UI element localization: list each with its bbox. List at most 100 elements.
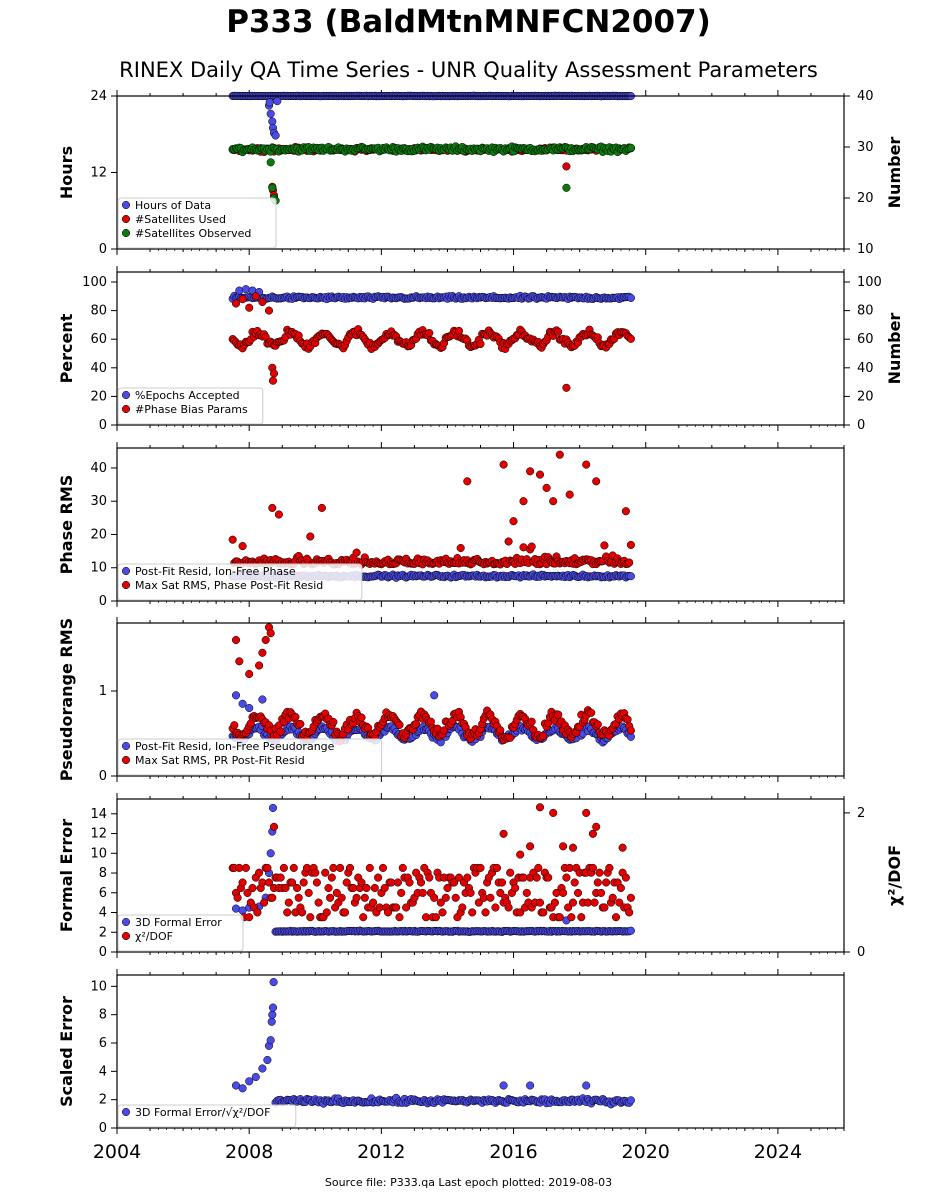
y-tick-label: 10	[90, 561, 107, 576]
data-point	[392, 903, 401, 912]
data-point	[245, 1077, 254, 1086]
y-tick-label: 12	[90, 166, 107, 181]
data-point	[454, 873, 464, 882]
data-point	[269, 978, 278, 987]
data-point	[559, 842, 568, 851]
data-point	[233, 893, 242, 902]
y-tick-label: 8	[99, 866, 107, 881]
data-point	[582, 808, 591, 817]
legend-marker	[121, 931, 131, 941]
data-point	[605, 863, 614, 872]
data-point	[496, 726, 505, 735]
data-point	[288, 878, 297, 887]
legend-label: #Phase Bias Params	[135, 403, 248, 416]
data-point	[321, 868, 330, 877]
y-right-axis-label: χ²/DOF	[885, 845, 904, 906]
y-tick-label: 0	[99, 418, 107, 433]
data-point	[317, 503, 326, 512]
data-point	[345, 863, 355, 872]
data-point	[352, 548, 361, 557]
data-point	[251, 1072, 260, 1082]
data-point	[332, 888, 341, 897]
data-point	[365, 863, 374, 872]
data-point	[626, 540, 635, 549]
data-point	[509, 517, 518, 526]
y-axis-label: Pseudorange RMS	[57, 618, 76, 781]
data-point	[554, 327, 563, 336]
data-point	[522, 888, 531, 897]
data-point	[245, 703, 254, 713]
y-right-tick-label: 40	[857, 89, 874, 104]
legend: 3D Formal Error/√χ²/DOF	[117, 1104, 297, 1128]
data-point	[412, 719, 421, 728]
data-point	[324, 883, 333, 893]
y-tick-label: 24	[90, 89, 107, 104]
y-tick-label: 2	[99, 925, 107, 940]
x-tick-label: 2012	[357, 1141, 405, 1163]
y-tick-label: 14	[90, 807, 107, 822]
page-title: P333 (BaldMtnMNFCN2007)	[226, 4, 711, 40]
data-point	[430, 893, 439, 902]
legend-box	[117, 1104, 297, 1128]
series-2	[228, 623, 635, 746]
data-point	[539, 908, 548, 917]
series-1	[228, 91, 635, 140]
data-point	[466, 888, 475, 897]
data-point	[436, 898, 445, 907]
data-point	[253, 908, 262, 917]
data-point	[481, 908, 490, 917]
data-point	[626, 926, 635, 935]
legend-box	[117, 914, 244, 952]
data-point	[568, 843, 578, 852]
data-point	[380, 883, 389, 893]
data-point	[504, 537, 513, 546]
series-1	[231, 978, 635, 1109]
data-point	[279, 863, 288, 872]
data-point	[626, 572, 635, 581]
data-point	[562, 162, 571, 171]
data-point	[542, 483, 551, 492]
data-point	[264, 306, 274, 315]
data-point	[352, 893, 361, 902]
x-tick-label: 2020	[622, 1141, 670, 1163]
data-point	[299, 878, 308, 887]
y-tick-label: 2	[99, 1093, 107, 1108]
legend-marker	[121, 200, 131, 210]
plot-frame	[116, 447, 845, 602]
data-point	[595, 868, 604, 877]
y-tick-label: 40	[90, 361, 107, 376]
y-right-tick-label: 2	[857, 806, 865, 821]
data-point	[568, 898, 578, 907]
data-point	[430, 691, 439, 700]
data-point	[266, 849, 275, 858]
data-point	[549, 808, 558, 817]
y-right-tick-label: 60	[857, 332, 874, 347]
data-point	[251, 292, 260, 301]
legend-label: Post-Fit Resid, Ion-Free Pseudorange	[135, 740, 335, 753]
data-point	[626, 893, 635, 902]
data-point	[618, 843, 627, 852]
data-point	[258, 1064, 267, 1073]
data-point	[506, 733, 515, 742]
data-point	[314, 898, 323, 907]
data-point	[342, 878, 351, 887]
y-tick-label: 10	[90, 846, 107, 861]
data-point	[294, 893, 303, 902]
data-point	[590, 898, 599, 907]
data-point	[383, 908, 393, 917]
data-point	[260, 898, 269, 907]
data-point	[623, 715, 632, 724]
legend-label: χ²/DOF	[135, 930, 173, 943]
data-point	[370, 883, 379, 893]
data-point	[369, 898, 378, 907]
data-point	[425, 328, 434, 338]
data-point	[451, 893, 460, 902]
data-point	[273, 97, 282, 106]
data-point	[519, 497, 528, 506]
data-point	[441, 893, 450, 902]
data-point	[322, 908, 331, 917]
data-point	[458, 903, 467, 912]
data-point	[496, 888, 505, 897]
